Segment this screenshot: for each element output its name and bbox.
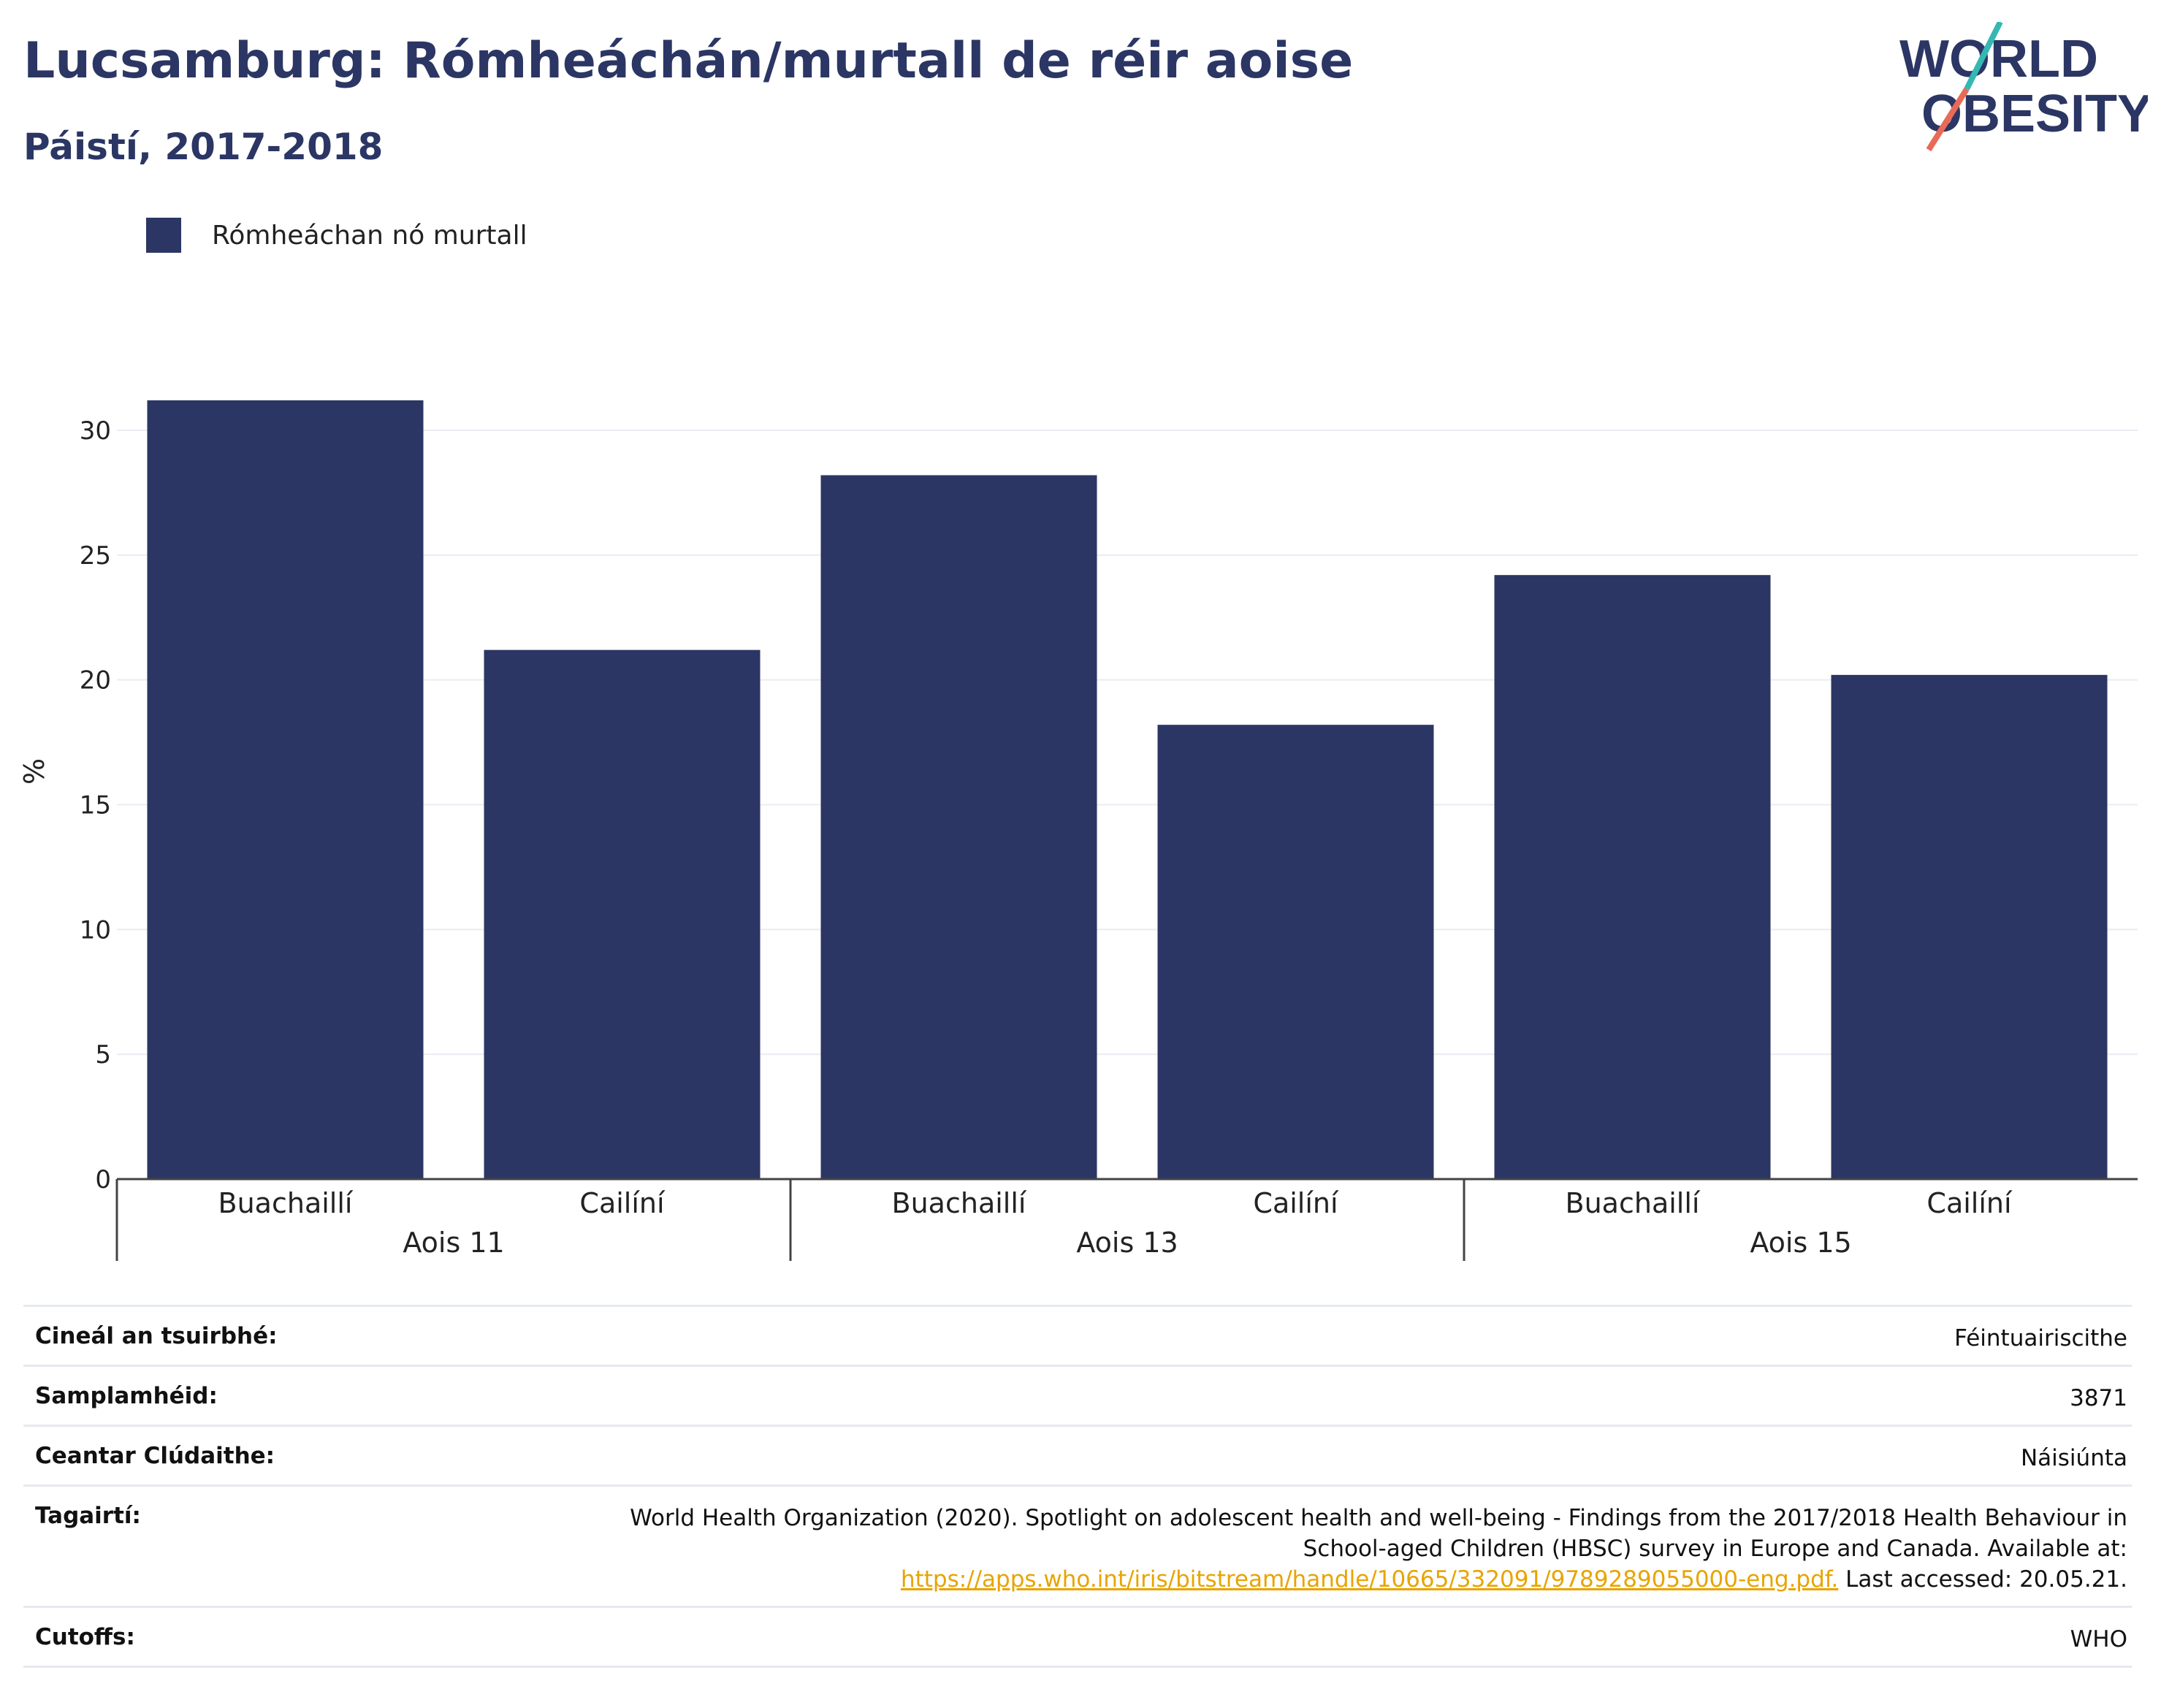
logo-slash-top [1964,22,2003,91]
y-tick-label: 25 [80,541,111,571]
bar [1494,575,1771,1179]
x-category-label: Cailíní [1926,1187,2013,1219]
bar-chart: 0 5 10 15 20 25 30 Buachaillí Cailíní Aois 11 Buac… [18,400,2138,1261]
logo-text-world: WORLD [1899,30,2098,88]
bar [484,649,761,1179]
y-tick-label: 5 [95,1040,111,1070]
x-group-label: Aois 15 [1750,1227,1851,1259]
info-row-sample-size: Samplamhéid: 3871 [23,1365,2132,1426]
bar [1831,674,2108,1179]
bar [820,475,1097,1179]
y-axis-title: % [18,758,50,785]
reference-text-line2: School-aged Children (HBSC) survey in Eu… [1303,1536,2127,1562]
y-tick-label: 0 [95,1165,111,1194]
reference-accessed: Last accessed: 20.05.21. [1838,1566,2127,1593]
legend: Rómheáchan nó murtall [146,218,527,253]
info-row-references: Tagairtí: World Health Organization (202… [23,1484,2132,1607]
info-value: World Health Organization (2020). Spotli… [400,1484,2132,1607]
legend-swatch [146,218,181,253]
info-row-cutoffs: Cutoffs: WHO [23,1606,2132,1668]
y-tick-label: 15 [80,791,111,820]
x-category-label: Cailíní [579,1187,666,1219]
x-category-label: Buachaillí [218,1187,354,1219]
info-key: Ceantar Clúdaithe: [23,1425,400,1486]
reference-text-line1: World Health Organization (2020). Spotli… [630,1505,2127,1531]
bars [147,400,2108,1179]
axes: 0 5 10 15 20 25 30 Buachaillí Cailíní Aois 11 Buac… [80,416,2138,1261]
chart-subtitle: Páistí, 2017-2018 [23,126,384,168]
x-category-label: Cailíní [1253,1187,1339,1219]
info-value: 3871 [400,1365,2132,1426]
legend-label: Rómheáchan nó murtall [212,220,527,251]
info-key: Samplamhéid: [23,1365,400,1426]
y-tick-label: 30 [80,416,111,446]
info-row-area: Ceantar Clúdaithe: Náisiúnta [23,1425,2132,1486]
info-key: Cineál an tsuirbhé: [23,1305,400,1366]
info-value: Féintuairiscithe [400,1305,2132,1366]
info-key: Tagairtí: [23,1484,400,1607]
info-key: Cutoffs: [23,1606,400,1668]
info-value: Náisiúnta [400,1425,2132,1486]
logo-text-obesity: OBESITY [1921,85,2148,143]
bar [1157,725,1434,1179]
x-category-label: Buachaillí [1566,1187,1701,1219]
x-category-label: Buachaillí [892,1187,1027,1219]
world-obesity-logo: WORLD OBESITY [1899,22,2148,152]
reference-link[interactable]: https://apps.who.int/iris/bitstream/hand… [900,1566,1839,1593]
y-tick-label: 10 [80,915,111,945]
logo-slash-bottom [1926,87,1970,152]
gridlines [117,430,2138,1056]
x-group-label: Aois 11 [403,1227,504,1259]
info-row-survey-type: Cineál an tsuirbhé: Féintuairiscithe [23,1305,2132,1366]
info-table: Cineál an tsuirbhé: Féintuairiscithe Sam… [23,1305,2132,1668]
bar [147,400,424,1179]
info-value: WHO [400,1606,2132,1668]
y-tick-label: 20 [80,666,111,695]
x-group-label: Aois 13 [1076,1227,1178,1259]
chart-title: Lucsamburg: Rómheáchán/murtall de réir a… [23,32,1354,90]
